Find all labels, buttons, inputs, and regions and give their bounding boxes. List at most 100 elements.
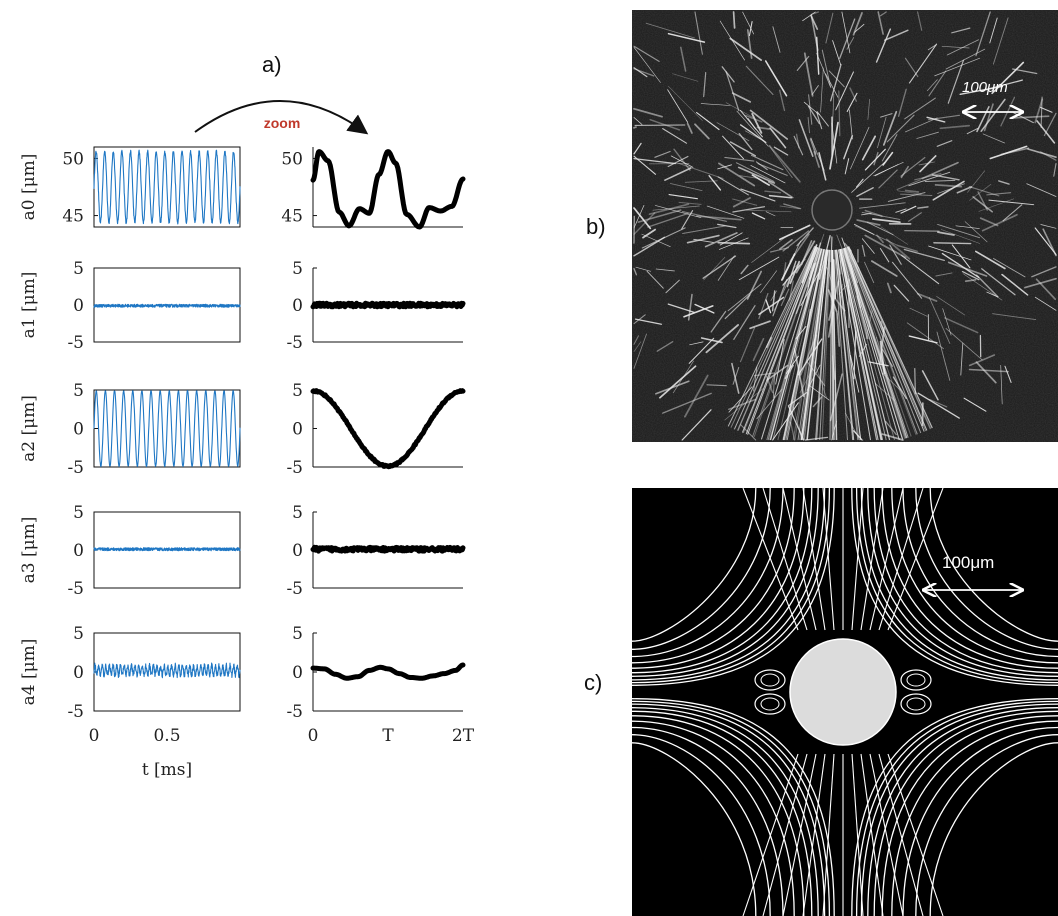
flow-streak (724, 294, 751, 320)
flow-streak (783, 249, 825, 441)
flow-streak (866, 221, 894, 236)
x-tick-label: 0 (89, 726, 100, 746)
flow-streak (772, 374, 775, 398)
streamline (881, 715, 1058, 916)
flow-streak (744, 130, 764, 142)
flow-streak (721, 66, 735, 83)
streamline (631, 707, 819, 916)
flow-streak (710, 310, 727, 333)
flow-streak (731, 92, 752, 103)
flow-streak (992, 17, 1009, 65)
x-tick-label: 2T (452, 726, 475, 746)
flow-streak (844, 247, 912, 437)
flow-streak (700, 337, 723, 344)
flow-streak (760, 248, 821, 440)
flow-streak (877, 116, 887, 149)
streamline (631, 487, 826, 681)
flow-streak (652, 205, 700, 211)
flow-streak (941, 252, 980, 278)
flow-streak (703, 72, 707, 98)
streamline (762, 487, 808, 631)
streamline (631, 698, 835, 916)
y-tick-label: -5 (286, 333, 303, 353)
flow-streak (928, 70, 947, 97)
flow-streak (732, 197, 751, 208)
flow-streak (838, 90, 841, 137)
flow-streak (904, 189, 920, 193)
flow-streak (900, 205, 917, 214)
streamline (631, 715, 805, 916)
flow-streak (947, 59, 965, 104)
flow-streak (909, 307, 928, 317)
flow-streak (975, 361, 997, 384)
flow-streak (1053, 163, 1057, 177)
chart-a4-zoom: 50-50 T 2T (286, 624, 474, 746)
flow-streak (753, 366, 758, 392)
flow-streak (779, 89, 786, 112)
flow-streak (796, 55, 810, 71)
flow-streak (875, 28, 892, 63)
flow-streak (751, 235, 788, 263)
flow-streak (856, 219, 881, 226)
flow-streak (778, 238, 793, 250)
streamline (851, 487, 1058, 686)
flow-streak (751, 212, 766, 220)
flow-streak (864, 148, 886, 171)
flow-streak (682, 225, 725, 235)
flow-streak (783, 203, 802, 210)
flow-streak (908, 43, 938, 84)
flow-streak (795, 277, 811, 314)
flow-streak (845, 247, 917, 435)
flow-streak (1012, 68, 1038, 75)
flow-streak (951, 27, 971, 34)
flow-streak (772, 279, 788, 317)
flow-streak (1034, 98, 1044, 124)
streamline (902, 487, 1058, 658)
flow-streak (803, 249, 828, 441)
flow-streak (820, 67, 824, 113)
flow-streak (835, 71, 855, 111)
flow-streak (802, 11, 816, 22)
flow-streak (847, 246, 931, 430)
flow-streak (986, 291, 999, 298)
flow-streak (1035, 278, 1057, 301)
flow-streak (732, 206, 766, 213)
flow-streak (968, 186, 1000, 197)
flow-streak (928, 245, 972, 261)
flow-streak (847, 246, 928, 431)
series-line (310, 149, 466, 230)
flow-streak (735, 162, 775, 182)
recirculation-loop (760, 697, 780, 711)
flow-streak (662, 392, 712, 414)
flow-streak (796, 227, 814, 247)
flow-streak (795, 133, 800, 149)
flow-streak (838, 284, 847, 295)
flow-streak (792, 249, 826, 441)
chart-a2-zoom: 5 0 -5 (286, 381, 466, 478)
flow-streak (633, 45, 660, 62)
flow-streak (907, 212, 922, 222)
flow-streak (1031, 266, 1057, 278)
panel-c-scale-label: 100μm (942, 553, 994, 572)
streamline (631, 487, 795, 664)
flow-streak (684, 374, 709, 418)
flow-streak (904, 57, 919, 78)
flow-streak (917, 206, 929, 209)
flow-streak (908, 171, 951, 187)
flow-streak (816, 111, 823, 130)
flow-streak (813, 360, 828, 399)
flow-streak (706, 384, 727, 387)
flow-streak (801, 244, 818, 284)
flow-streak (919, 155, 937, 173)
flow-streak (737, 246, 817, 431)
flow-streak (816, 111, 829, 127)
flow-streak (681, 210, 694, 230)
flow-streak (884, 29, 909, 41)
y-tick-label: 0 (73, 296, 84, 316)
flow-streak (945, 328, 983, 361)
flow-streak (806, 249, 829, 441)
flow-streak (749, 320, 771, 330)
flow-streak (782, 230, 810, 252)
flow-streak (1026, 183, 1057, 197)
flow-streak (668, 194, 698, 200)
